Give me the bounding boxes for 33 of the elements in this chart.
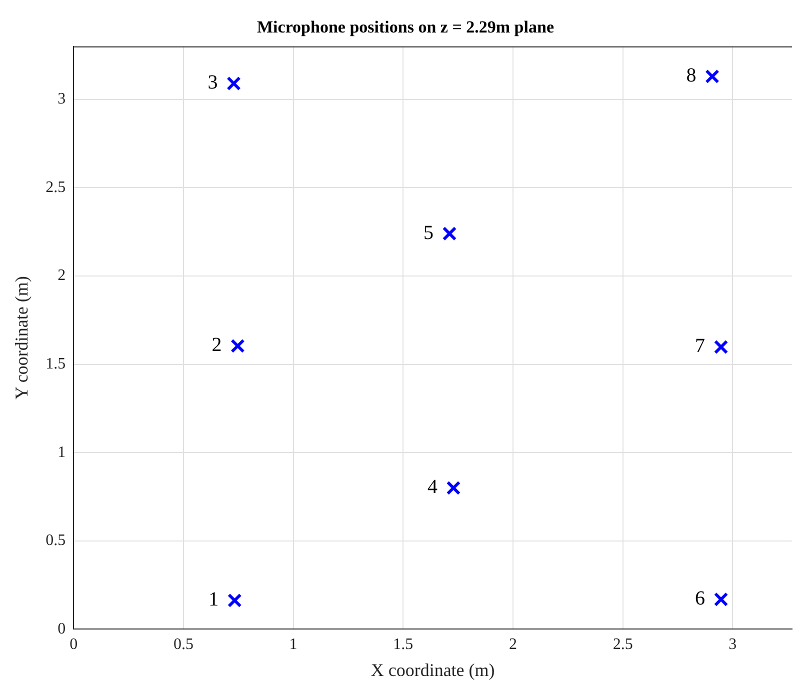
annotation: 6 xyxy=(695,588,706,610)
y-tick-label: 0.5 xyxy=(46,532,66,550)
annotation: 4 xyxy=(427,476,438,498)
y-tick-label: 1 xyxy=(58,444,66,461)
x-tick-label: 2 xyxy=(508,636,517,654)
point xyxy=(442,226,457,241)
point xyxy=(714,340,728,354)
annotation: 2 xyxy=(212,334,222,356)
point xyxy=(227,593,242,608)
annotation: 7 xyxy=(695,335,706,358)
point xyxy=(714,592,728,607)
point xyxy=(230,338,245,354)
point xyxy=(226,76,241,91)
y-tick-label: 1.5 xyxy=(46,355,66,372)
x-axis-title: X coordinate (m) xyxy=(370,660,495,680)
annotation: 3 xyxy=(208,72,218,94)
x-tick-label: 2.5 xyxy=(612,636,633,654)
annotation: 1 xyxy=(208,588,219,611)
x-tick-label: 1.5 xyxy=(393,636,414,654)
x-tick-label: 1 xyxy=(289,636,298,654)
x-tick-label: 3 xyxy=(728,636,737,654)
point xyxy=(705,69,720,84)
annotation: 8 xyxy=(686,64,696,87)
y-tick-label: 2.5 xyxy=(46,178,66,196)
y-tick-label: 3 xyxy=(58,90,66,108)
chart-title: Microphone positions on z = 2.29m plane xyxy=(257,18,554,37)
x-tick-label: 0.5 xyxy=(173,636,194,654)
y-tick-label: 2 xyxy=(58,267,66,284)
annotation: 5 xyxy=(423,222,434,244)
y-tick-label: 0 xyxy=(58,620,66,638)
point xyxy=(446,480,461,496)
x-tick-label: 0 xyxy=(70,636,78,654)
y-axis-title: Y coordinate (m) xyxy=(12,276,32,400)
